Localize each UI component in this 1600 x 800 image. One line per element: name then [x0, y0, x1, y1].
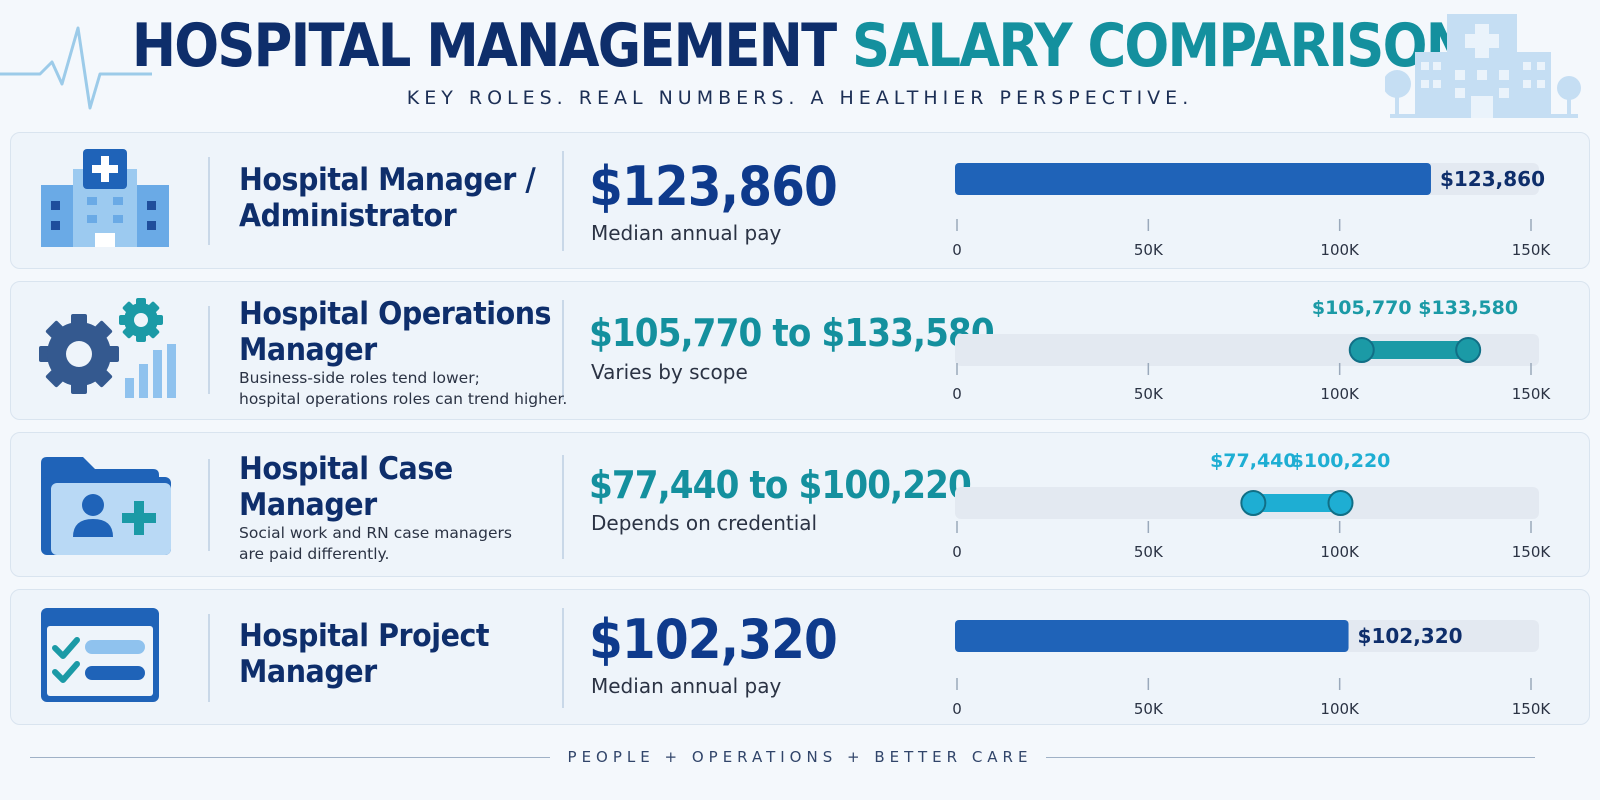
salary-range-value: $77,440 to $100,220: [589, 463, 972, 507]
axis-tick-label: 50K: [1134, 543, 1164, 561]
axis-tick-label: 150K: [1512, 700, 1552, 718]
range-high-label: $100,220: [1291, 450, 1391, 472]
bar-value-label: $123,860: [1440, 167, 1545, 191]
bar-value-label: $102,320: [1358, 624, 1463, 648]
axis-tick-label: 50K: [1134, 241, 1164, 259]
hospital-building-icon: [41, 149, 169, 247]
role-title-line-2: Manager: [239, 654, 377, 690]
axis-tick-label: 100K: [1320, 700, 1360, 718]
axis-tick-label: 100K: [1320, 241, 1360, 259]
role-title: Hospital Operations Manager: [239, 296, 552, 368]
axis-tick-label: 150K: [1512, 385, 1552, 403]
range-high-marker: [1455, 337, 1482, 363]
axis-tick-label: 0: [952, 543, 962, 561]
salary-card-project-manager: Hospital Project Manager $102,320 Median…: [10, 589, 1590, 725]
divider: [208, 614, 210, 702]
salary-sublabel: Median annual pay: [591, 221, 782, 245]
divider: [208, 306, 210, 394]
axis-tick-label: 150K: [1512, 543, 1552, 561]
role-title-line-2: Administrator: [239, 198, 457, 234]
divider: [208, 459, 210, 551]
salary-card-hospital-manager: Hospital Manager / Administrator $123,86…: [10, 132, 1590, 269]
salary-range-value: $105,770 to $133,580: [589, 311, 995, 355]
axis-tick-label: 50K: [1134, 700, 1164, 718]
range-low-label: $105,770: [1312, 297, 1412, 319]
range-high-marker: [1327, 490, 1354, 516]
hospital-building-icon: [1385, 14, 1581, 118]
axis-tick-label: 150K: [1512, 241, 1552, 259]
salary-bar-chart: $102,320 0 50K 100K 150K: [952, 620, 1552, 718]
salary-card-case-manager: Hospital Case Manager Social work and RN…: [10, 432, 1590, 577]
range-low-label: $77,440: [1210, 450, 1297, 472]
axis-tick-label: 0: [952, 700, 962, 718]
salary-range-chart: $105,770 $133,580 0 50K 100K 150K: [952, 297, 1552, 403]
footer: PEOPLE + OPERATIONS + BETTER CARE: [0, 745, 1600, 769]
salary-sublabel: Varies by scope: [591, 360, 748, 384]
heartbeat-line-icon: [0, 26, 152, 110]
divider: [562, 455, 564, 559]
role-note-line-2: hospital operations roles can trend high…: [239, 390, 568, 408]
role-note-line-2: are paid differently.: [239, 545, 390, 563]
range-low-marker: [1348, 337, 1375, 363]
salary-range-bar: [1361, 341, 1469, 359]
checklist-window-icon: [41, 608, 159, 702]
salary-bar: [955, 620, 1349, 652]
page-title: HOSPITAL MANAGEMENT SALARY COMPARISON: [96, 10, 1504, 82]
page-subtitle: KEY ROLES. REAL NUMBERS. A HEALTHIER PER…: [406, 87, 1194, 109]
range-high-label: $133,580: [1418, 297, 1518, 319]
divider: [562, 608, 564, 708]
role-title-line-2: Manager: [239, 332, 377, 368]
divider: [562, 300, 564, 400]
divider: [562, 151, 564, 251]
axis-tick-label: 100K: [1320, 543, 1360, 561]
salary-card-operations-manager: Hospital Operations Manager Business-sid…: [10, 281, 1590, 420]
divider: [208, 157, 210, 245]
axis-tick-label: 0: [952, 241, 962, 259]
role-title: Hospital Case Manager: [239, 451, 453, 523]
role-title: Hospital Manager / Administrator: [239, 162, 536, 234]
role-title-line-1: Hospital Manager /: [239, 162, 536, 198]
salary-range-chart: $77,440$100,220 0 50K 100K 150K: [952, 450, 1552, 561]
salary-range-bar: [1253, 494, 1341, 512]
footer-tagline: PEOPLE + OPERATIONS + BETTER CARE: [553, 745, 1047, 769]
role-title-line-2: Manager: [239, 487, 377, 523]
range-low-marker: [1240, 490, 1267, 516]
role-note-line-1: Social work and RN case managers: [239, 524, 512, 542]
header: HOSPITAL MANAGEMENT SALARY COMPARISON KE…: [0, 0, 1600, 128]
footer-rule-right: [1030, 757, 1535, 758]
title-part-2: SALARY COMPARISON: [851, 11, 1470, 81]
salary-value: $102,320: [589, 608, 838, 671]
salary-sublabel: Median annual pay: [591, 674, 782, 698]
role-note: Social work and RN case managers are pai…: [239, 523, 512, 565]
salary-value: $123,860: [589, 155, 838, 218]
salary-bar: [955, 163, 1431, 195]
role-note-line-1: Business-side roles tend lower;: [239, 369, 480, 387]
axis-tick-label: 100K: [1320, 385, 1360, 403]
role-title-line-1: Hospital Operations: [239, 296, 552, 332]
folder-add-person-icon: [41, 457, 171, 555]
role-title-line-1: Hospital Case: [239, 451, 453, 487]
gear-chart-icon: [39, 298, 176, 398]
axis-tick-label: 50K: [1134, 385, 1164, 403]
salary-sublabel: Depends on credential: [591, 511, 818, 535]
role-note: Business-side roles tend lower; hospital…: [239, 368, 567, 410]
role-title-line-1: Hospital Project: [239, 618, 490, 654]
salary-bar-chart: $123,860 0 50K 100K 150K: [952, 163, 1552, 259]
title-part-1: HOSPITAL MANAGEMENT: [131, 11, 837, 81]
footer-rule-left: [30, 757, 550, 758]
axis-tick-label: 0: [952, 385, 962, 403]
role-title: Hospital Project Manager: [239, 618, 490, 690]
